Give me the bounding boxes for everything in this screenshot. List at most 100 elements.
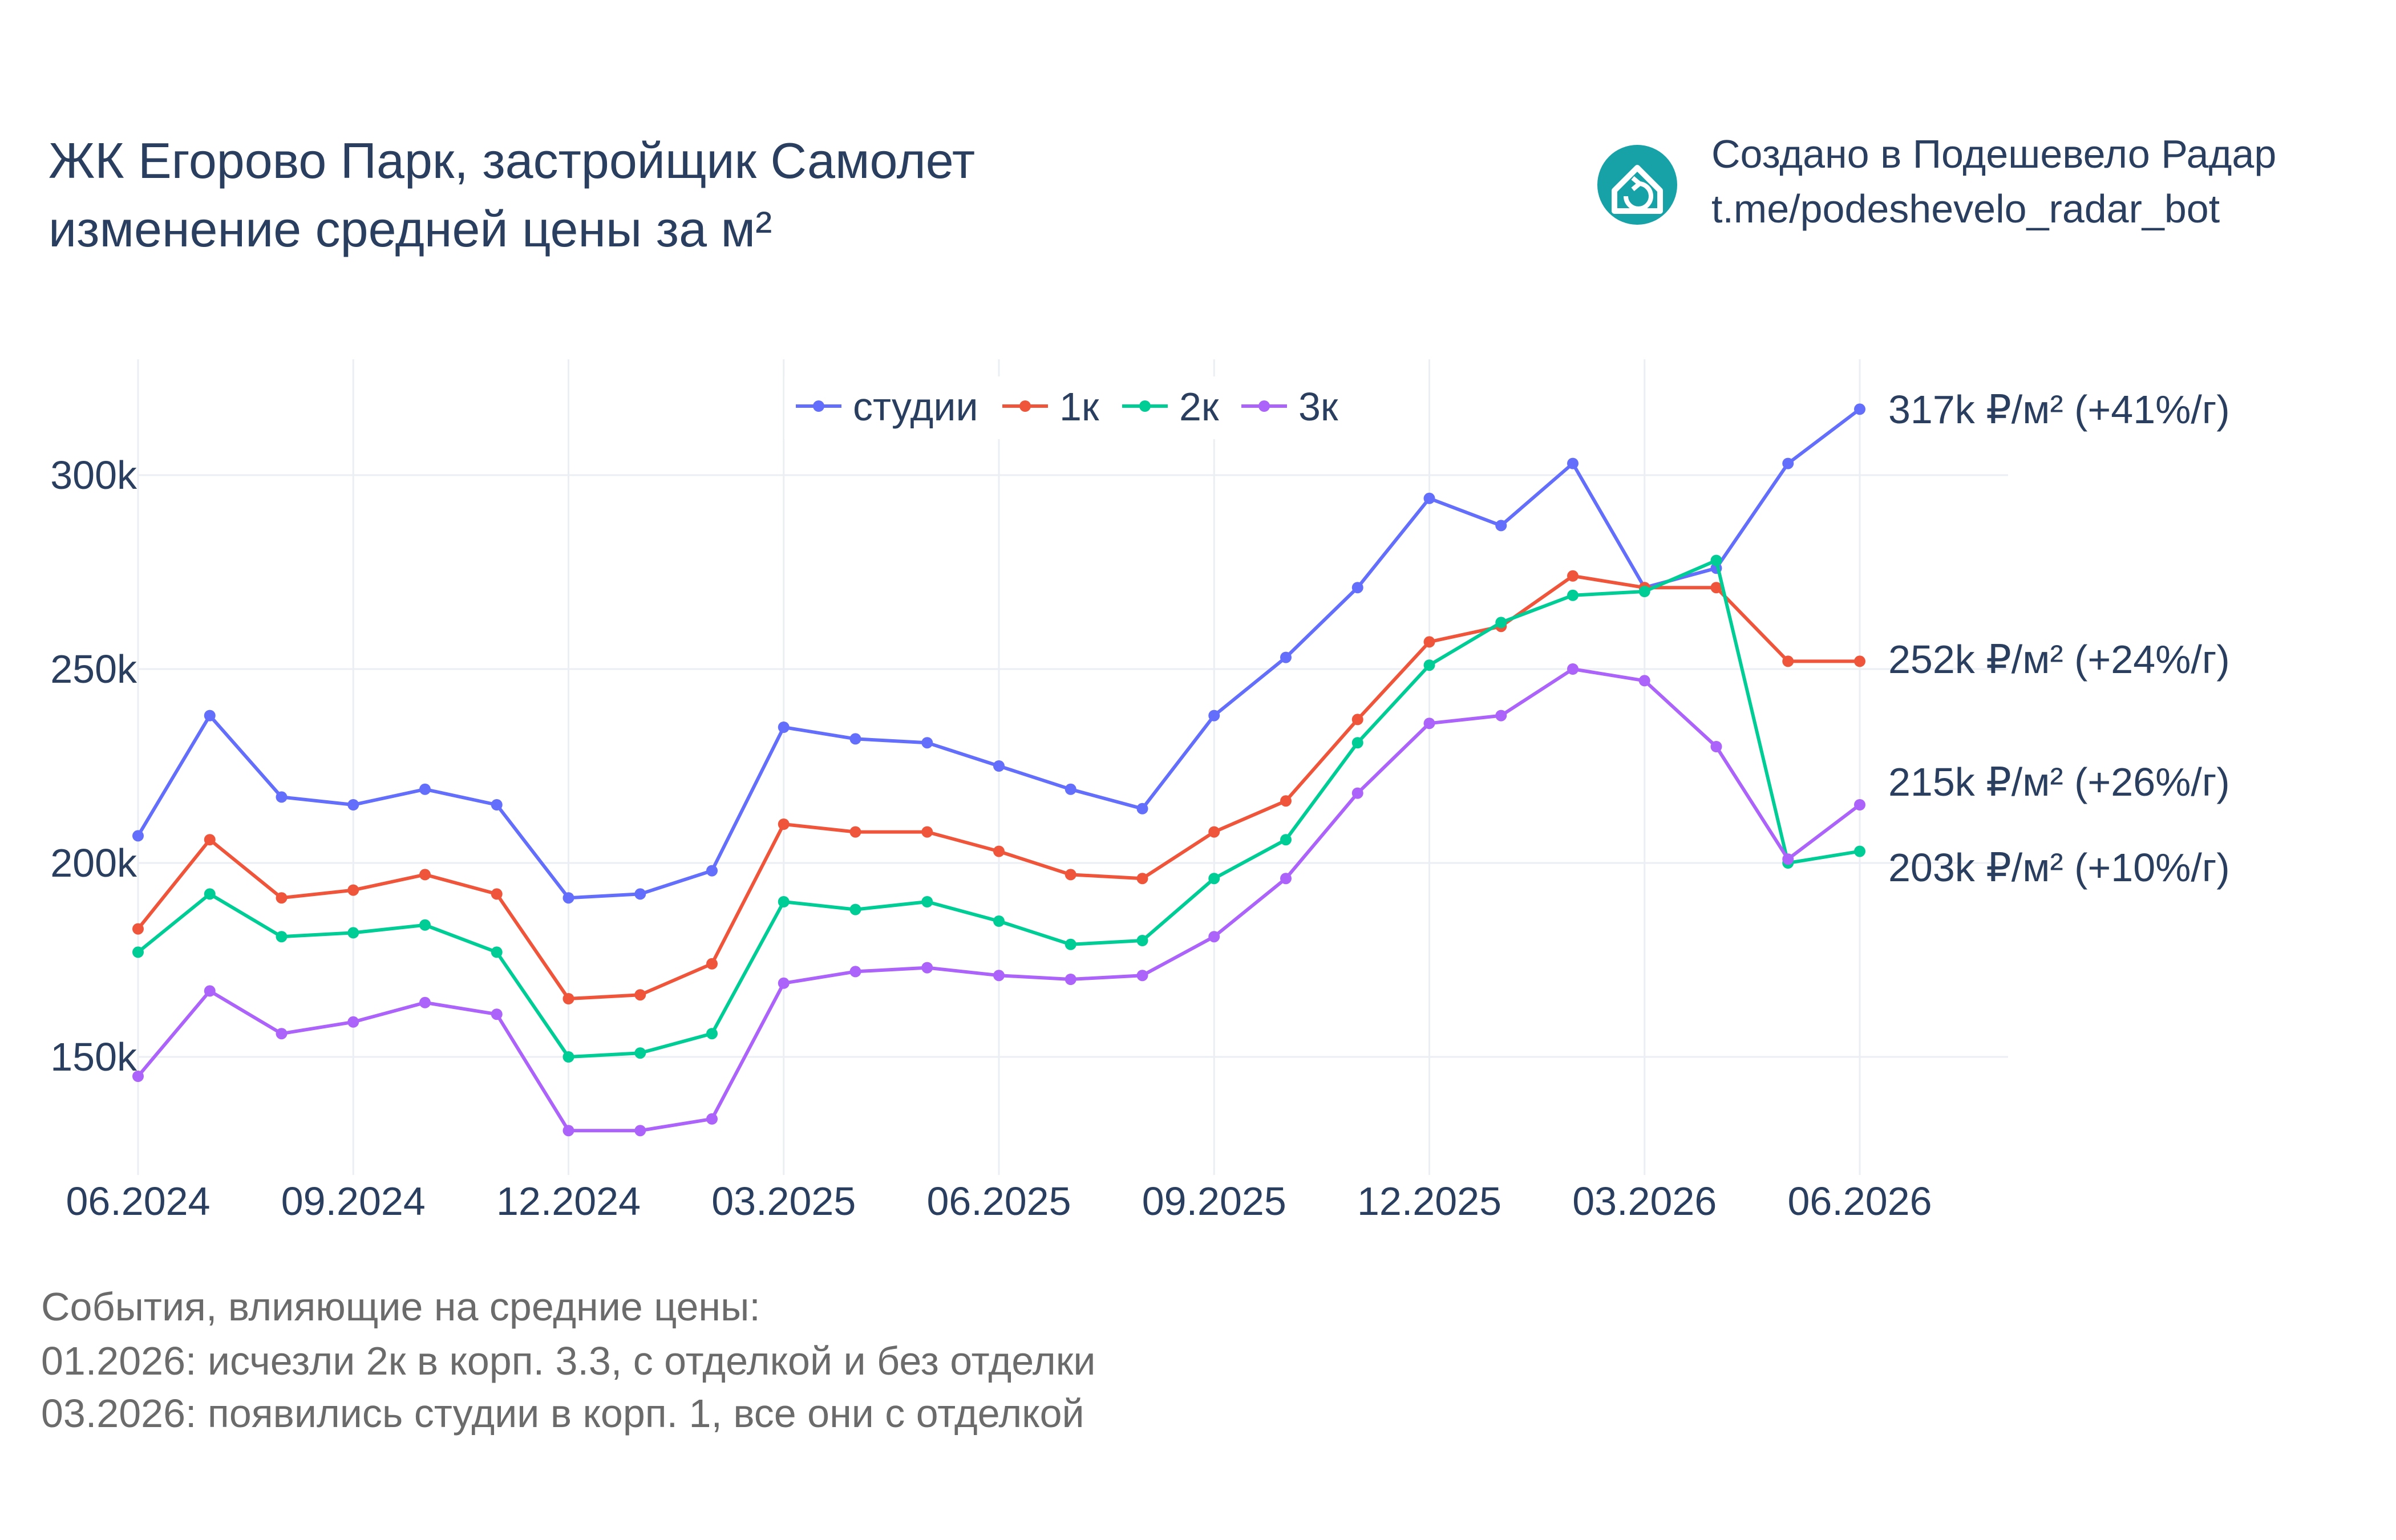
- data-point: [1136, 935, 1148, 946]
- data-point: [419, 783, 431, 795]
- data-point: [276, 791, 288, 803]
- end-label: 252k ₽/м² (+24%/г): [1888, 637, 2230, 682]
- data-point: [1638, 586, 1650, 597]
- legend-label: 3к: [1298, 384, 1338, 429]
- data-point: [849, 966, 861, 978]
- data-point: [993, 845, 1005, 857]
- legend[interactable]: студии 1к 2к 3к: [784, 376, 1355, 439]
- legend-item-2к[interactable]: 2к: [1122, 384, 1219, 429]
- data-point: [562, 1051, 574, 1063]
- data-point: [347, 927, 359, 939]
- data-point: [634, 888, 646, 900]
- data-point: [1280, 651, 1292, 663]
- data-point: [562, 892, 574, 904]
- data-point: [419, 869, 431, 881]
- data-point: [921, 826, 933, 838]
- data-point: [491, 1008, 503, 1020]
- data-point: [634, 1125, 646, 1137]
- data-point: [276, 1028, 288, 1040]
- data-point: [849, 733, 861, 745]
- data-point: [1136, 803, 1148, 814]
- end-labels: 317k ₽/м² (+41%/г) 252k ₽/м² (+24%/г) 203k…: [1888, 387, 2230, 890]
- y-axis-ticks: 150k 200k 250k 300k: [50, 453, 137, 1079]
- data-point: [491, 946, 503, 958]
- end-label: 203k ₽/м² (+10%/г): [1888, 845, 2230, 890]
- data-point: [849, 826, 861, 838]
- data-point: [1065, 938, 1076, 950]
- legend-item-1к[interactable]: 1к: [1002, 384, 1099, 429]
- data-point: [1351, 737, 1363, 749]
- data-point: [419, 919, 431, 931]
- data-point: [706, 865, 718, 877]
- legend-swatch-dot: [1139, 400, 1151, 412]
- data-point: [706, 1113, 718, 1125]
- data-point: [276, 931, 288, 943]
- data-point: [1136, 873, 1148, 885]
- data-point: [1854, 845, 1865, 857]
- credit-block[interactable]: Создано в Подешевело Радар t.me/podeshev…: [1597, 132, 2276, 231]
- y-tick-label: 150k: [50, 1035, 137, 1079]
- data-point: [778, 818, 790, 830]
- data-point: [1351, 714, 1363, 726]
- x-tick-label: 03.2026: [1572, 1179, 1717, 1223]
- data-point: [993, 970, 1005, 982]
- data-point: [419, 996, 431, 1008]
- series-lines: [132, 403, 1865, 1137]
- data-point: [1638, 675, 1650, 687]
- data-point: [1567, 663, 1579, 675]
- data-point: [1495, 617, 1507, 629]
- data-point: [634, 989, 646, 1001]
- data-point: [204, 985, 216, 997]
- data-point: [491, 888, 503, 900]
- data-point: [1136, 970, 1148, 982]
- data-point: [1208, 826, 1220, 838]
- x-tick-label: 12.2025: [1357, 1179, 1501, 1223]
- data-point: [849, 903, 861, 915]
- data-point: [1567, 457, 1579, 469]
- data-point: [1351, 582, 1363, 594]
- data-point: [921, 737, 933, 749]
- data-point: [1854, 403, 1865, 415]
- legend-swatch-dot: [1258, 400, 1270, 412]
- data-point: [1280, 834, 1292, 846]
- data-point: [1351, 787, 1363, 799]
- y-tick-label: 200k: [50, 841, 137, 885]
- data-point: [706, 958, 718, 970]
- data-point: [204, 710, 216, 722]
- data-point: [1423, 659, 1435, 671]
- data-point: [132, 946, 144, 958]
- credit-line-2: t.me/podeshevelo_radar_bot: [1711, 187, 2220, 231]
- data-point: [921, 896, 933, 907]
- series-3к: [132, 663, 1865, 1137]
- data-point: [1567, 570, 1579, 582]
- data-point: [1854, 655, 1865, 667]
- legend-item-студии[interactable]: студии: [796, 384, 978, 429]
- x-tick-label: 06.2024: [66, 1179, 210, 1223]
- legend-label: 2к: [1179, 384, 1219, 429]
- legend-label: 1к: [1059, 384, 1099, 429]
- events-heading: События, влияющие на средние цены:: [41, 1284, 760, 1329]
- data-point: [1854, 799, 1865, 810]
- data-point: [347, 1016, 359, 1028]
- legend-item-3к[interactable]: 3к: [1241, 384, 1338, 429]
- x-tick-label: 06.2026: [1787, 1179, 1932, 1223]
- data-point: [276, 892, 288, 904]
- events-line-2: 03.2026: появились студии в корп. 1, все…: [41, 1391, 1084, 1436]
- x-tick-label: 12.2024: [496, 1179, 641, 1223]
- data-point: [1280, 795, 1292, 807]
- data-point: [562, 993, 574, 1004]
- x-tick-label: 06.2025: [926, 1179, 1071, 1223]
- data-point: [778, 977, 790, 989]
- data-point: [1710, 582, 1722, 594]
- house-refresh-icon: [1597, 145, 1677, 225]
- data-point: [1065, 783, 1076, 795]
- data-point: [491, 799, 503, 810]
- x-tick-label: 03.2025: [711, 1179, 856, 1223]
- chart-title-line-1: ЖК Егорово Парк, застройщик Самолет: [48, 132, 975, 189]
- data-point: [778, 896, 790, 907]
- series-2к: [132, 554, 1865, 1063]
- data-point: [1208, 710, 1220, 722]
- x-axis-ticks: 06.2024 09.2024 12.2024 03.2025 06.2025 09.20…: [66, 1179, 1932, 1223]
- data-point: [1208, 931, 1220, 943]
